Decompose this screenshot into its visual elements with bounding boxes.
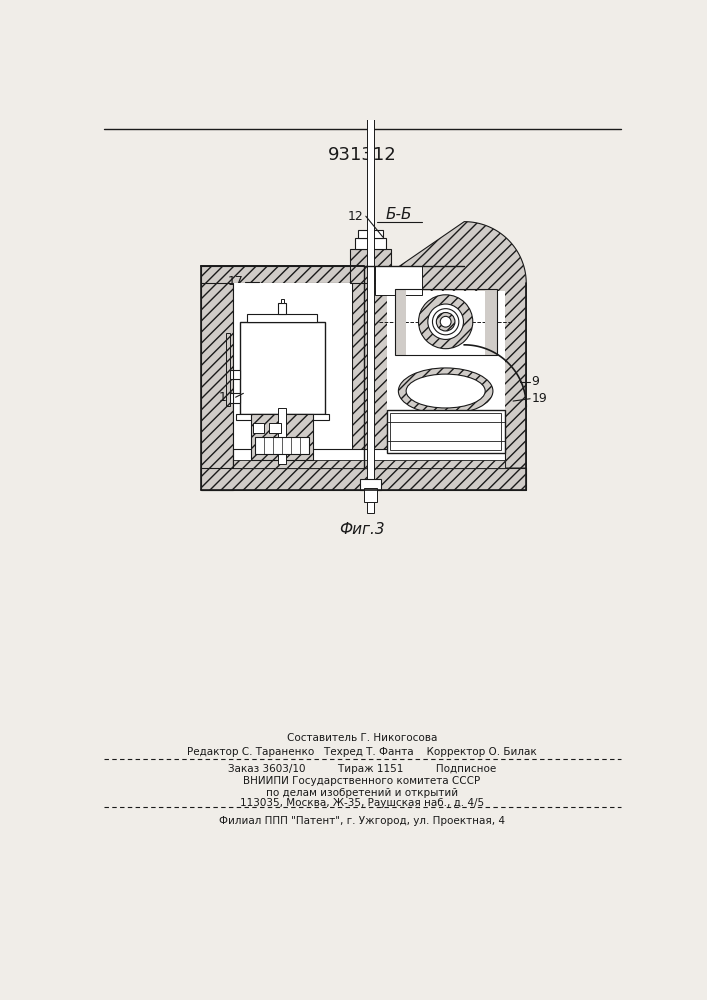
Text: 17: 17 — [228, 275, 243, 288]
Bar — [395, 289, 406, 355]
Bar — [230, 370, 240, 379]
Text: по делам изобретений и открытий: по делам изобретений и открытий — [266, 788, 458, 798]
Bar — [247, 314, 317, 322]
Text: Составитель Г. Никогосова: Составитель Г. Никогосова — [287, 733, 437, 743]
Text: Заказ 3603/10          Тираж 1151          Подписное: Заказ 3603/10 Тираж 1151 Подписное — [228, 764, 496, 774]
Text: Филиал ППП "Патент", г. Ужгород, ул. Проектная, 4: Филиал ППП "Патент", г. Ужгород, ул. Про… — [219, 816, 505, 826]
Text: 12: 12 — [348, 210, 363, 223]
Bar — [351, 249, 391, 283]
Bar — [358, 230, 383, 238]
Bar — [201, 468, 526, 490]
Bar — [279, 303, 286, 314]
Bar — [387, 410, 505, 453]
Bar — [355, 238, 386, 249]
Ellipse shape — [440, 316, 451, 327]
Ellipse shape — [433, 309, 459, 335]
Text: 18: 18 — [218, 391, 234, 404]
Text: 9: 9 — [532, 375, 539, 388]
Bar — [352, 266, 389, 468]
Text: Фиг.3: Фиг.3 — [339, 522, 385, 537]
Bar — [252, 423, 264, 433]
Text: ВНИИПИ Государственного комитета СССР: ВНИИПИ Государственного комитета СССР — [243, 776, 481, 786]
Bar — [233, 460, 505, 468]
Bar — [233, 449, 505, 468]
Ellipse shape — [398, 368, 493, 414]
Ellipse shape — [428, 304, 464, 339]
Bar — [226, 333, 230, 406]
Bar — [395, 289, 497, 355]
Ellipse shape — [419, 295, 473, 349]
Ellipse shape — [406, 374, 485, 408]
Bar — [230, 393, 240, 403]
Bar — [279, 408, 286, 464]
Ellipse shape — [436, 312, 455, 331]
Bar — [251, 414, 313, 460]
Text: Б-Б: Б-Б — [385, 207, 411, 222]
Polygon shape — [201, 266, 233, 490]
Bar — [367, 87, 374, 513]
Text: 113035, Москва, Ж-35, Раушская наб., д. 4/5: 113035, Москва, Ж-35, Раушская наб., д. … — [240, 798, 484, 808]
Bar — [375, 266, 421, 295]
Bar — [201, 266, 363, 283]
Bar — [233, 283, 352, 468]
Bar — [361, 479, 380, 490]
Bar — [281, 299, 284, 303]
Bar — [387, 291, 505, 460]
Text: 19: 19 — [532, 392, 547, 405]
Bar — [269, 423, 281, 433]
Polygon shape — [363, 222, 526, 468]
Bar — [485, 289, 497, 355]
Text: 931312: 931312 — [327, 146, 397, 164]
Ellipse shape — [388, 428, 503, 462]
Bar — [390, 413, 501, 450]
Text: Редактор С. Тараненко   Техред Т. Фанта    Корректор О. Билак: Редактор С. Тараненко Техред Т. Фанта Ко… — [187, 747, 537, 757]
Bar — [240, 322, 325, 414]
Bar — [235, 414, 329, 420]
Bar — [255, 437, 309, 454]
Bar — [363, 488, 378, 502]
